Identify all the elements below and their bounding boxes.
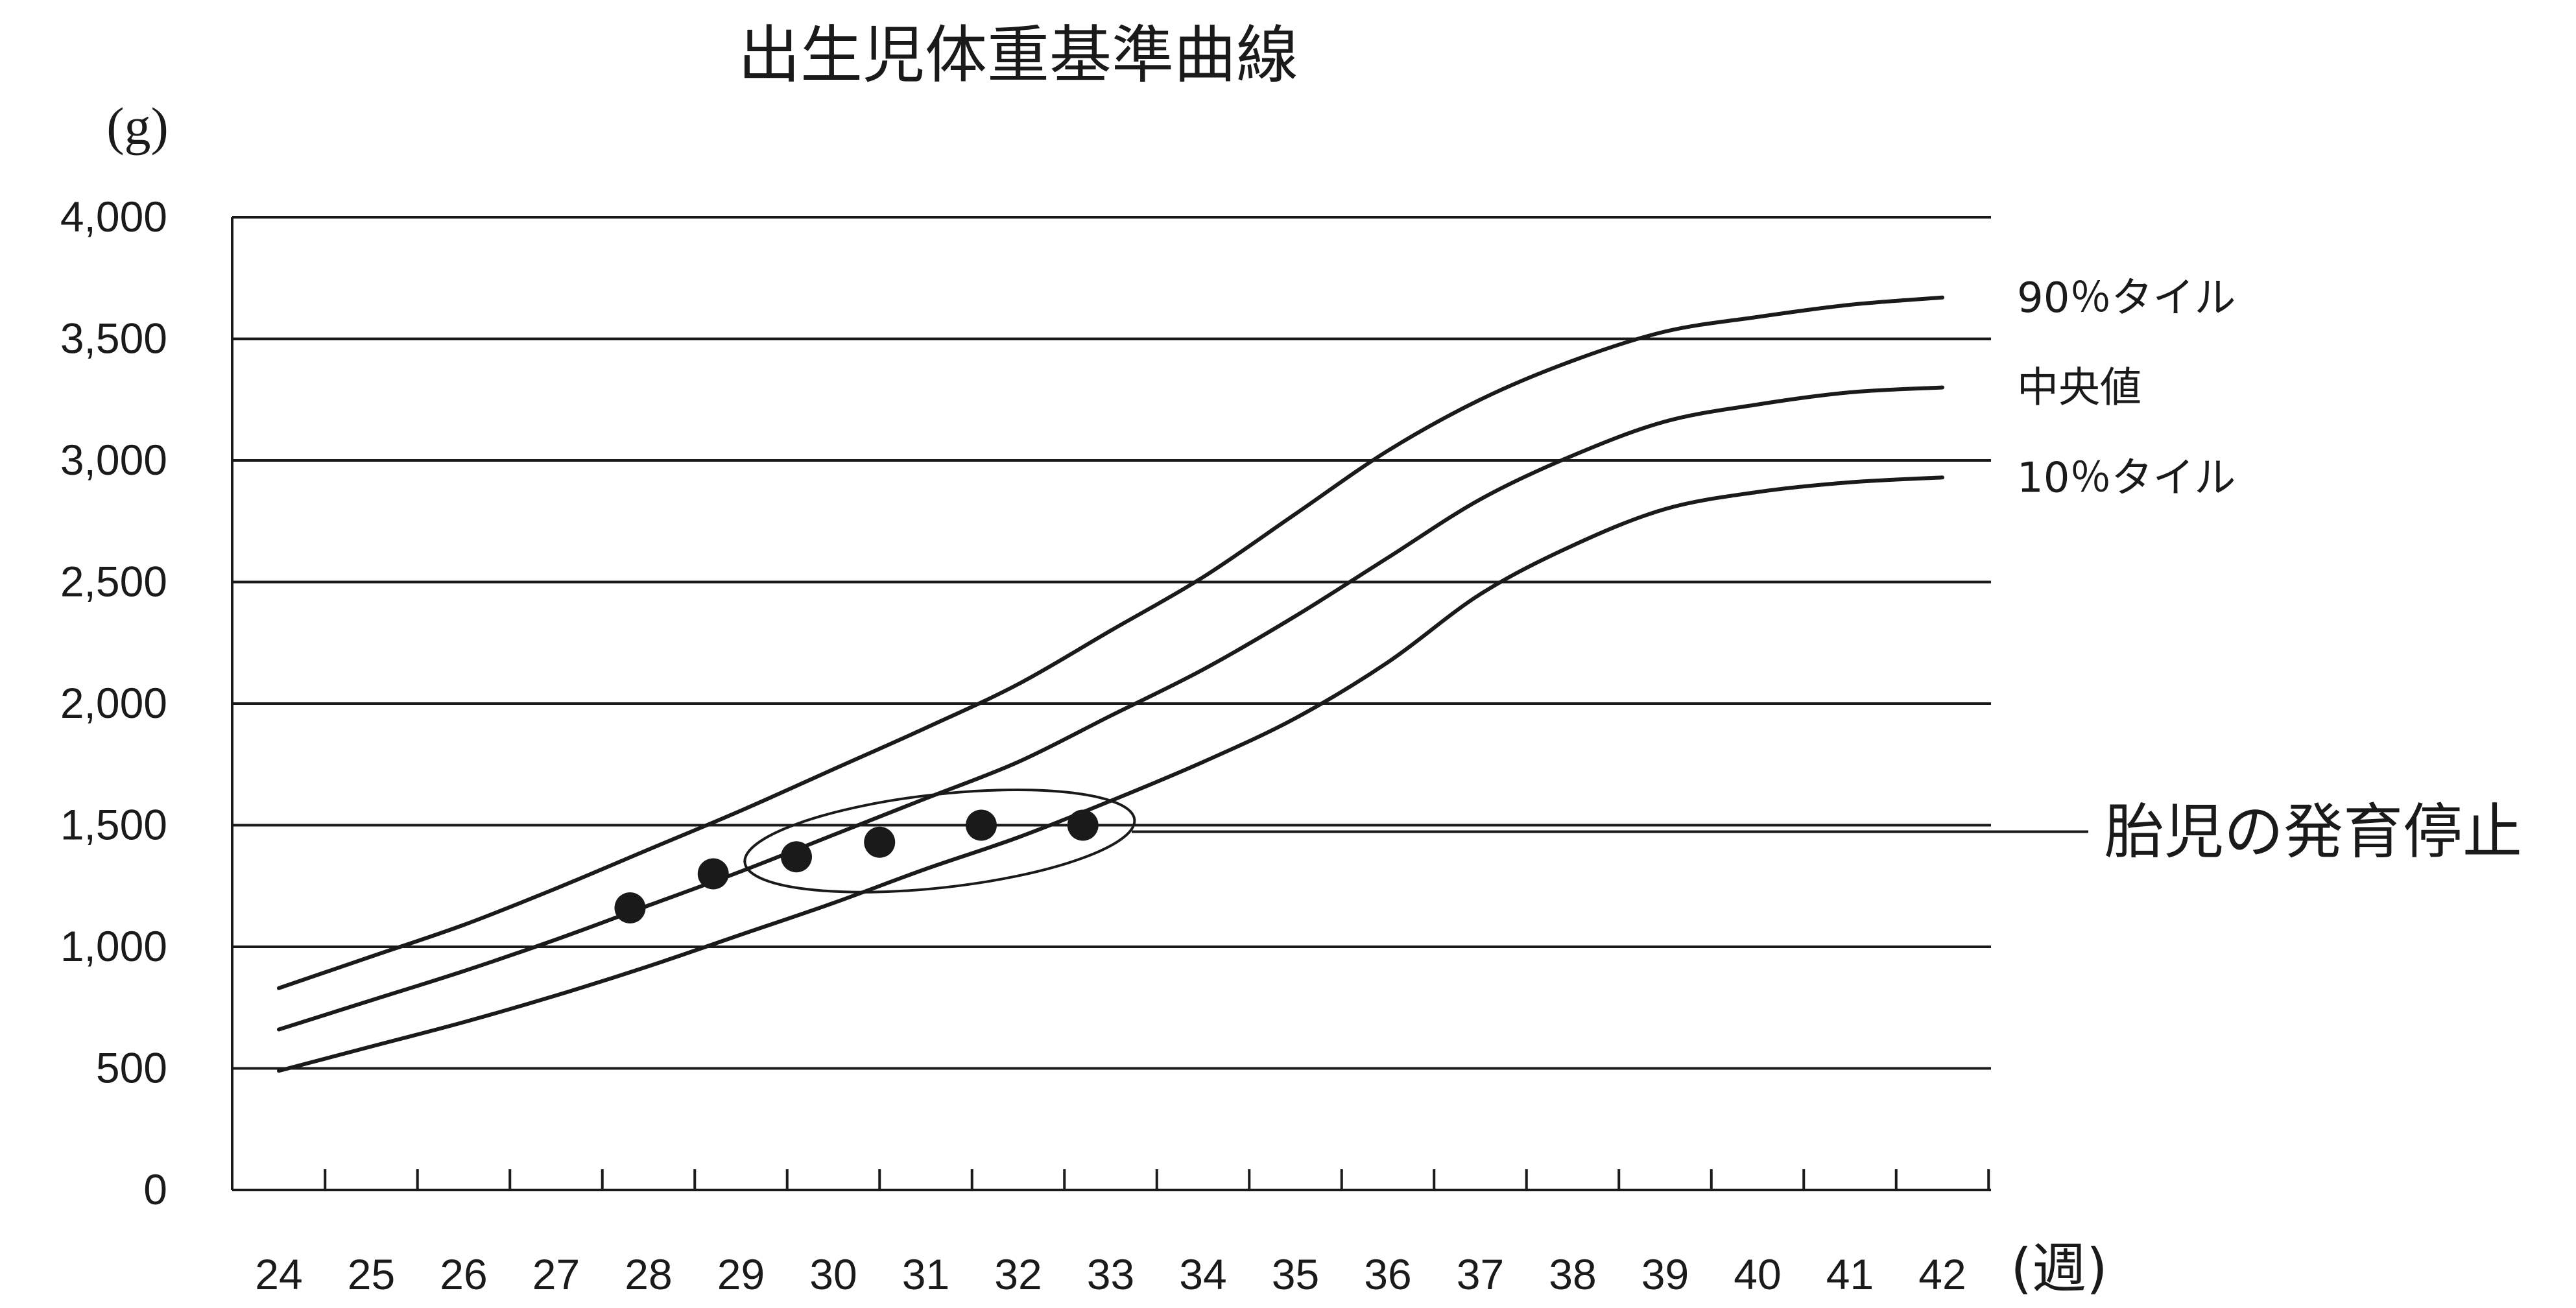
y-axis-unit: (g)	[106, 97, 169, 156]
y-tick-label: 3,500	[60, 315, 167, 363]
axes	[231, 217, 1991, 1191]
x-tick-label: 39	[1641, 1250, 1689, 1298]
x-tick-label: 31	[902, 1250, 949, 1298]
series-line-median	[277, 385, 1944, 1032]
annotation: 胎児の発育停止	[1132, 798, 2522, 867]
x-tick-label: 41	[1826, 1250, 1874, 1298]
x-tick-label: 27	[532, 1250, 580, 1298]
x-tick-label: 24	[255, 1250, 302, 1298]
x-tick-label: 42	[1918, 1250, 1966, 1298]
x-tick-label: 33	[1087, 1250, 1134, 1298]
y-tick-label: 4,000	[60, 193, 167, 241]
series-label: 90％タイル	[2017, 274, 2236, 322]
measurement-point	[697, 858, 729, 890]
x-tick-label: 32	[994, 1250, 1042, 1298]
x-tick-label: 40	[1734, 1250, 1781, 1298]
measurement-point	[781, 841, 812, 873]
x-axis-unit: (週)	[2010, 1237, 2108, 1300]
x-tick-label: 38	[1549, 1250, 1596, 1298]
series-line-90th-percentile	[277, 295, 1944, 990]
y-tick-labels: 0 500 1,000 1,500 2,000 2,500 3,000 3,500 4,000	[60, 193, 167, 1213]
series-label: 10％タイル	[2017, 454, 2236, 502]
series-label: 中央値	[2017, 364, 2141, 412]
highlight-ellipse	[743, 789, 1136, 894]
series-line-10th-percentile	[277, 475, 1944, 1073]
y-tick-label: 2,500	[60, 558, 167, 606]
measurement-point	[864, 826, 896, 858]
x-tick-label: 30	[809, 1250, 857, 1298]
series-lines	[277, 295, 1944, 1073]
x-tick-label: 25	[348, 1250, 395, 1298]
gridlines	[232, 216, 1991, 1070]
x-tick-labels: 24 25 26 27 28 29 30 31 32 33 34 35 36 37 38 39 40 41 42	[255, 1250, 1966, 1298]
x-tick-label: 36	[1364, 1250, 1411, 1298]
y-tick-label: 2,000	[60, 679, 167, 727]
y-tick-label: 3,000	[60, 436, 167, 484]
x-tick-label: 35	[1272, 1250, 1319, 1298]
measurement-point	[614, 892, 646, 923]
y-tick-label: 1,500	[60, 801, 167, 849]
measurement-points	[614, 809, 1099, 923]
x-tick-label: 34	[1179, 1250, 1226, 1298]
x-tick-label: 28	[625, 1250, 672, 1298]
x-tick-label: 29	[717, 1250, 765, 1298]
y-tick-label: 1,000	[60, 922, 167, 970]
y-tick-label: 0	[143, 1165, 167, 1213]
chart-title: 出生児体重基準曲線	[738, 19, 1298, 91]
measurement-highlight	[743, 789, 1136, 894]
measurement-point	[1067, 809, 1099, 841]
measurement-point	[966, 809, 997, 841]
x-tick-label: 37	[1457, 1250, 1504, 1298]
x-tick-label: 26	[440, 1250, 487, 1298]
y-tick-label: 500	[96, 1044, 167, 1092]
annotation-label: 胎児の発育停止	[2105, 798, 2522, 867]
